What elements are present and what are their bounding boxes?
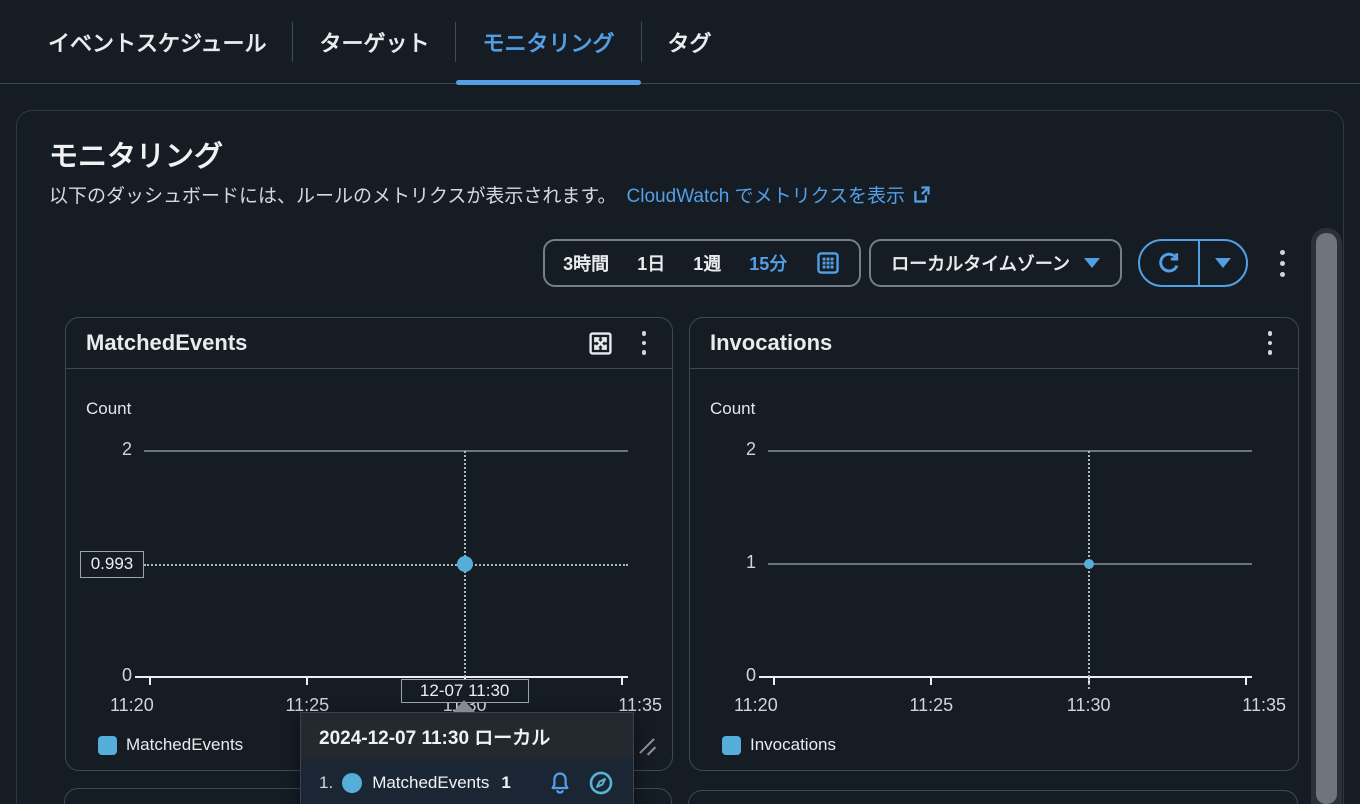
tab-bar: イベントスケジュール ターゲット モニタリング タグ [0,0,1360,85]
x-axis-notch [759,676,768,678]
range-1w-button[interactable]: 1週 [693,254,722,274]
y-tick-label: 0 [121,665,132,685]
refresh-button[interactable] [1140,241,1198,285]
tab-separator [292,21,294,62]
scrollbar-thumb[interactable] [1316,233,1337,804]
gridline [144,450,628,452]
page-title: モニタリング [49,141,224,173]
tab-monitoring[interactable]: モニタリング [456,0,641,85]
x-axis-line [768,676,1252,678]
x-axis-tick [149,678,151,685]
y-tick-label: 0 [745,665,756,685]
data-point-dot[interactable] [1083,559,1094,569]
tab-event-schedule[interactable]: イベントスケジュール [48,30,267,56]
legend-label: MatchedEvents [126,735,244,754]
create-alarm-bell-icon[interactable] [547,770,573,796]
chart-menu-button[interactable] [1262,327,1279,359]
y-tick-label: 2 [745,439,756,459]
range-3h-button[interactable]: 3時間 [563,254,610,274]
tooltip-series-row[interactable]: 1. MatchedEvents 1 [301,759,633,804]
chart-title: Invocations [710,330,833,355]
legend-swatch [98,735,117,755]
tab-targets[interactable]: ターゲット [319,30,430,56]
refresh-icon [1155,249,1183,277]
next-chart-card-peek [688,790,1298,804]
x-tick-label: 11:35 [618,695,662,715]
matchedevents-chart-card: MatchedEvents Count MatchedEvents [65,317,673,771]
card-resize-handle[interactable] [636,736,658,758]
x-tick-label: 11:35 [1242,695,1286,715]
hover-y-value-box: 0.993 [80,550,144,578]
chart-menu-button[interactable] [636,327,653,359]
timezone-dropdown[interactable]: ローカルタイムゾーン [869,239,1122,287]
x-axis-tick [621,678,623,685]
series-color-dot [342,773,363,793]
panel-description: 以下のダッシュボードには、ルールのメトリクスが表示されます。 CloudWatch… [49,181,932,208]
time-range-group: 3時間 1日 1週 15分 [543,239,862,287]
series-name: MatchedEvents [372,773,490,792]
dashboard-controls: 3時間 1日 1週 15分 ローカルタイムゾーン [543,239,1295,287]
chart-hover-tooltip: 2024-12-07 11:30 ローカル 1. MatchedEvents 1 [300,712,634,804]
legend-item-invocations[interactable]: Invocations [722,735,836,755]
x-tick-label: 11:25 [909,695,954,715]
data-point-dot[interactable] [456,556,473,572]
cloudwatch-link[interactable]: CloudWatch でメトリクスを表示 [627,186,933,207]
crosshair-vertical [1087,451,1090,689]
view-metric-compass-icon[interactable] [587,769,615,797]
range-1d-button[interactable]: 1日 [637,254,666,274]
x-axis-tick [1245,678,1247,685]
series-index: 1. [319,773,334,792]
x-tick-label: 11:20 [734,695,778,715]
button-divider [1198,241,1200,285]
chevron-down-icon [1215,258,1231,268]
expand-chart-button[interactable] [587,330,614,357]
crosshair-horizontal [144,563,628,566]
gridline [768,450,1252,452]
refresh-options-button[interactable] [1200,241,1246,285]
x-tick-label: 11:20 [110,695,154,715]
invocations-chart-card: Invocations Count Invocations 2 1 0 11:20 11… [689,317,1299,771]
custom-range-calendar-icon[interactable] [815,250,841,276]
tab-separator [640,21,642,62]
x-tick-label: 11:25 [285,695,330,715]
legend-label: Invocations [750,735,836,754]
y-axis-label: Count [86,399,132,418]
expand-icon [587,330,614,357]
x-axis-tick [306,678,309,685]
chart-title: MatchedEvents [86,330,248,355]
y-axis-label: Count [710,399,756,418]
tab-tags[interactable]: タグ [667,30,712,56]
x-axis-line [144,676,628,678]
tab-separator [455,21,457,62]
card-header: MatchedEvents [66,318,672,369]
legend-item-matchedevents[interactable]: MatchedEvents [98,735,243,755]
refresh-split-button [1138,239,1248,287]
series-value: 1 [501,773,511,792]
y-tick-label: 2 [121,439,132,459]
scrollbar-track[interactable] [1311,228,1342,804]
tooltip-title: 2024-12-07 11:30 ローカル [319,727,551,749]
description-text: 以下のダッシュボードには、ルールのメトリクスが表示されます。 [49,186,617,207]
legend-swatch [722,735,741,755]
dashboard-menu-button[interactable] [1270,244,1295,283]
gridline [768,563,1252,565]
x-tick-label: 11:30 [1066,695,1111,715]
range-15m-button[interactable]: 15分 [749,254,788,274]
card-header: Invocations [690,318,1298,369]
external-link-icon [911,184,932,205]
x-axis-tick [930,678,933,685]
x-axis-notch [135,676,144,678]
monitoring-panel: モニタリング 以下のダッシュボードには、ルールのメトリクスが表示されます。 Clo… [16,110,1344,804]
chevron-down-icon [1084,258,1100,268]
x-axis-tick [773,678,775,685]
tooltip-arrow [453,700,475,712]
y-tick-label: 1 [745,552,756,572]
